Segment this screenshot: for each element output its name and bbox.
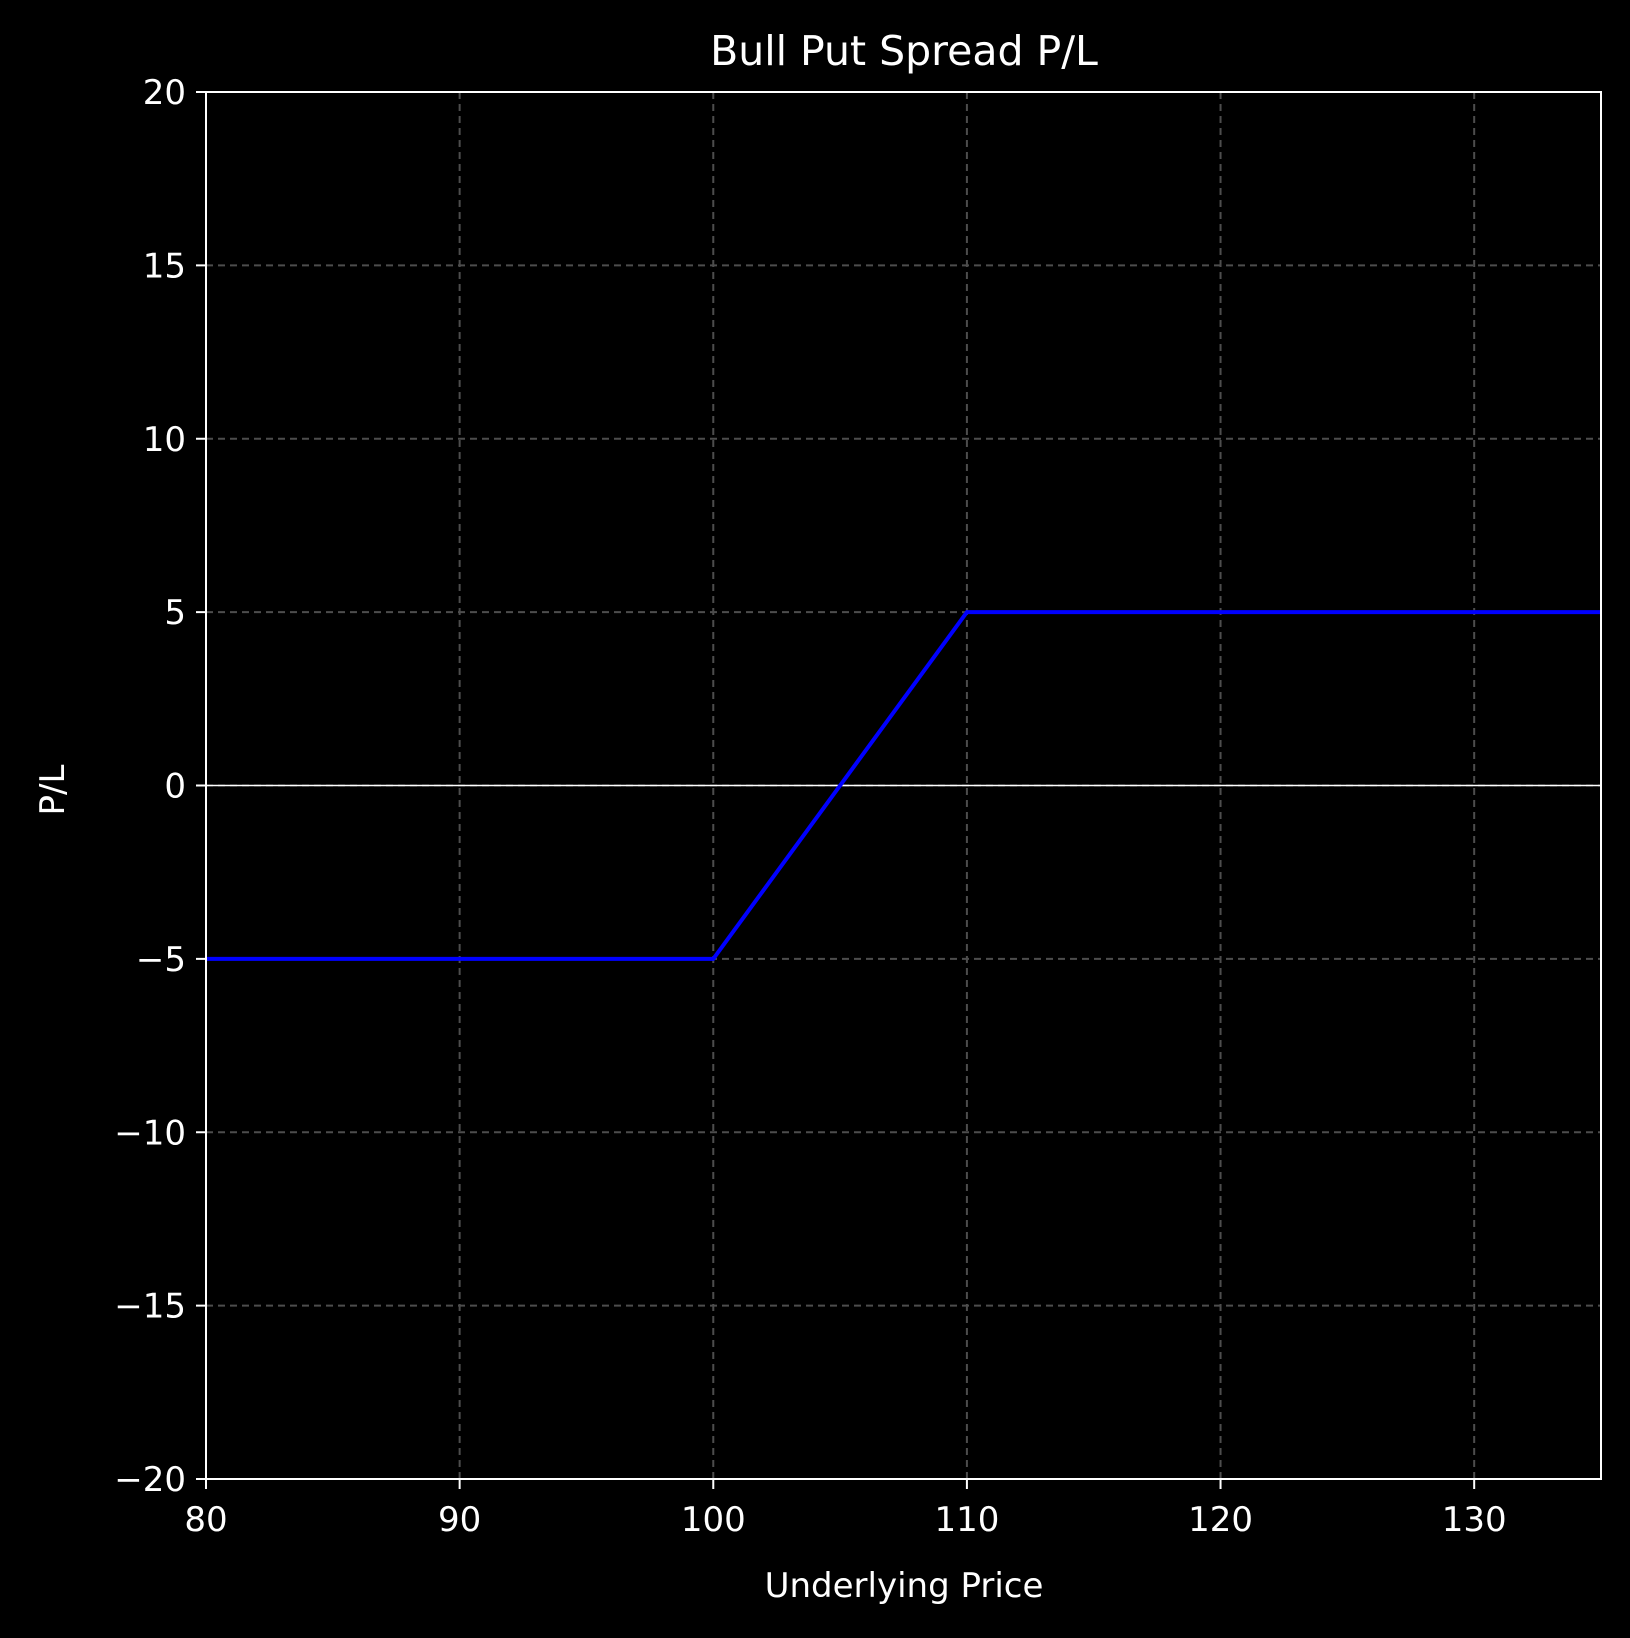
chart-title: Bull Put Spread P/L — [710, 27, 1098, 75]
y-tick-label: −20 — [114, 1460, 186, 1500]
x-tick-label: 130 — [1442, 1500, 1507, 1540]
x-tick-label: 100 — [681, 1500, 746, 1540]
x-tick-label: 90 — [438, 1500, 481, 1540]
y-tick-label: 20 — [143, 73, 186, 113]
y-tick-label: 0 — [164, 767, 186, 807]
series-line — [206, 610, 1601, 961]
y-tick-label: −5 — [136, 940, 186, 980]
x-tick-label: 80 — [184, 1500, 227, 1540]
y-ticks: −20 −15 −10 −5 0 5 10 15 20 — [114, 73, 206, 1500]
x-tick-label: 120 — [1188, 1500, 1253, 1540]
y-tick-label: −10 — [114, 1113, 186, 1153]
y-tick-label: 10 — [143, 420, 186, 460]
y-tick-label: 15 — [143, 246, 186, 286]
x-ticks: 80 90 100 110 120 130 — [184, 1479, 1507, 1540]
x-axis-label: Underlying Price — [765, 1566, 1044, 1606]
y-axis-label: P/L — [33, 764, 73, 815]
y-tick-label: 5 — [164, 593, 186, 633]
x-tick-label: 110 — [934, 1500, 999, 1540]
y-tick-label: −15 — [114, 1287, 186, 1327]
series-group — [206, 610, 1601, 961]
